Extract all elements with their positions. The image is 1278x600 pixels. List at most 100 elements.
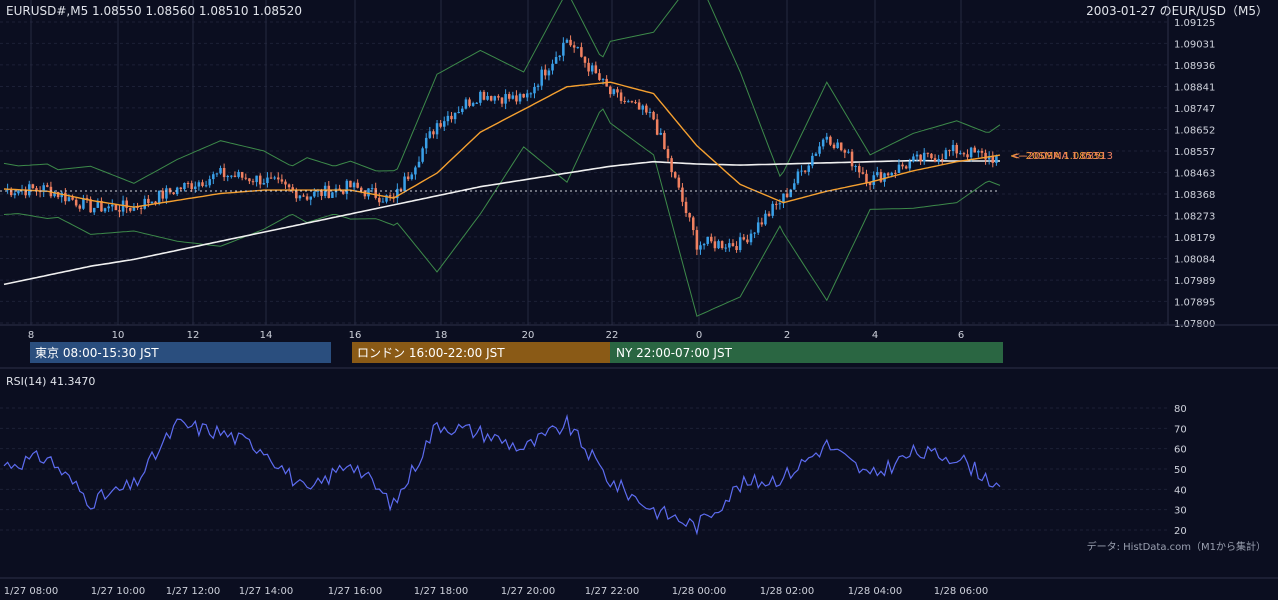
time-tick-label: 1/28 06:00	[934, 586, 988, 597]
candle-body	[42, 185, 45, 193]
hour-tick-label: 12	[187, 330, 200, 341]
session-ny-label: NY 22:00-07:00 JST	[616, 346, 733, 360]
bollinger-upper	[3, 0, 1001, 184]
candle-body	[876, 172, 879, 176]
sma200-label: <--200SMA 1.08513	[1012, 151, 1113, 162]
candle-body	[652, 111, 655, 120]
candle-body	[554, 57, 558, 64]
candle-body	[894, 172, 897, 174]
candle-body	[897, 164, 901, 173]
candle-body	[785, 193, 789, 198]
data-credit: データ: HistData.com（M1から集計）	[1087, 540, 1266, 553]
candle-body	[85, 198, 89, 200]
candle-body	[890, 172, 894, 176]
candle-body	[912, 156, 915, 162]
candle-body	[933, 158, 937, 162]
price-tick-label: 1.08273	[1174, 212, 1215, 223]
candle-body	[406, 176, 410, 180]
candle-body	[612, 89, 616, 95]
candle-body	[331, 192, 334, 198]
candle-body	[547, 70, 551, 76]
candle-body	[237, 171, 240, 177]
candlesticks	[6, 35, 998, 256]
candle-body	[100, 200, 103, 212]
candle-body	[753, 232, 756, 234]
rsi-tick-label: 30	[1174, 506, 1187, 517]
candle-body	[435, 123, 439, 135]
candle-body	[212, 174, 215, 180]
candle-body	[424, 137, 428, 149]
candle-body	[558, 55, 562, 58]
candle-body	[67, 197, 71, 202]
candle-body	[749, 233, 753, 243]
candle-body	[53, 192, 56, 197]
candle-body	[720, 241, 724, 249]
candle-body	[381, 201, 385, 203]
candle-body	[320, 190, 323, 196]
candle-body	[233, 175, 237, 177]
price-tick-label: 1.08652	[1174, 125, 1215, 136]
candle-body	[699, 245, 702, 250]
candle-body	[493, 96, 497, 101]
candle-body	[168, 188, 172, 193]
candle-body	[540, 69, 543, 86]
candle-body	[414, 167, 417, 175]
candle-body	[244, 177, 248, 179]
candle-body	[847, 151, 850, 153]
candle-body	[295, 189, 298, 199]
sma200-path	[3, 159, 1000, 286]
time-axis-labels: 1/27 08:00 1/27 10:00 1/27 12:00 1/27 14:00…	[4, 586, 988, 597]
candle-body	[857, 166, 861, 173]
candle-body	[248, 178, 251, 182]
candle-body	[450, 115, 453, 120]
candle-body	[673, 172, 677, 178]
rsi-path	[3, 413, 1001, 536]
candle-body	[190, 183, 193, 190]
candle-body	[648, 111, 652, 113]
candle-body	[446, 115, 450, 122]
sma20-label: <--20SMA 1.08539	[1010, 151, 1105, 162]
candle-body	[764, 213, 767, 225]
candle-body	[9, 189, 13, 196]
candle-body	[374, 188, 377, 198]
candle-body	[511, 95, 515, 99]
price-tick-label: 1.08368	[1174, 190, 1215, 201]
candle-body	[655, 119, 659, 135]
hour-tick-label: 2	[784, 330, 790, 341]
candle-body	[345, 180, 349, 194]
candle-body	[125, 200, 128, 208]
candle-body	[471, 103, 475, 106]
candle-body	[710, 236, 713, 242]
candle-body	[634, 102, 637, 104]
candle-body	[439, 123, 442, 127]
vertical-grid	[30, 0, 962, 325]
candle-body	[313, 191, 316, 197]
candle-body	[919, 154, 922, 162]
candle-body	[147, 198, 150, 204]
hour-tick-label: 16	[349, 330, 362, 341]
candle-body	[868, 182, 872, 185]
candle-body	[829, 136, 832, 145]
price-tick-label: 1.09125	[1174, 18, 1215, 29]
candle-body	[193, 186, 197, 190]
candle-body	[814, 153, 818, 156]
candle-body	[309, 196, 313, 200]
candle-body	[388, 195, 392, 197]
candle-body	[738, 237, 742, 251]
candle-body	[904, 166, 908, 169]
candle-body	[64, 192, 67, 202]
rsi-tick-label: 20	[1174, 526, 1187, 537]
candle-body	[984, 152, 987, 160]
candle-body	[298, 195, 302, 199]
candle-body	[183, 182, 186, 190]
price-axis-labels: 1.09125 1.09031 1.08936 1.08841 1.08747 1.086…	[1174, 18, 1215, 330]
rsi-line	[3, 413, 1001, 536]
candle-body	[630, 101, 634, 103]
candle-body	[186, 182, 190, 184]
candle-body	[338, 188, 341, 190]
candle-body	[35, 188, 38, 191]
price-tick-label: 1.07895	[1174, 297, 1215, 308]
candle-body	[262, 183, 266, 185]
sma20-path	[3, 81, 1001, 208]
candle-body	[110, 204, 114, 207]
